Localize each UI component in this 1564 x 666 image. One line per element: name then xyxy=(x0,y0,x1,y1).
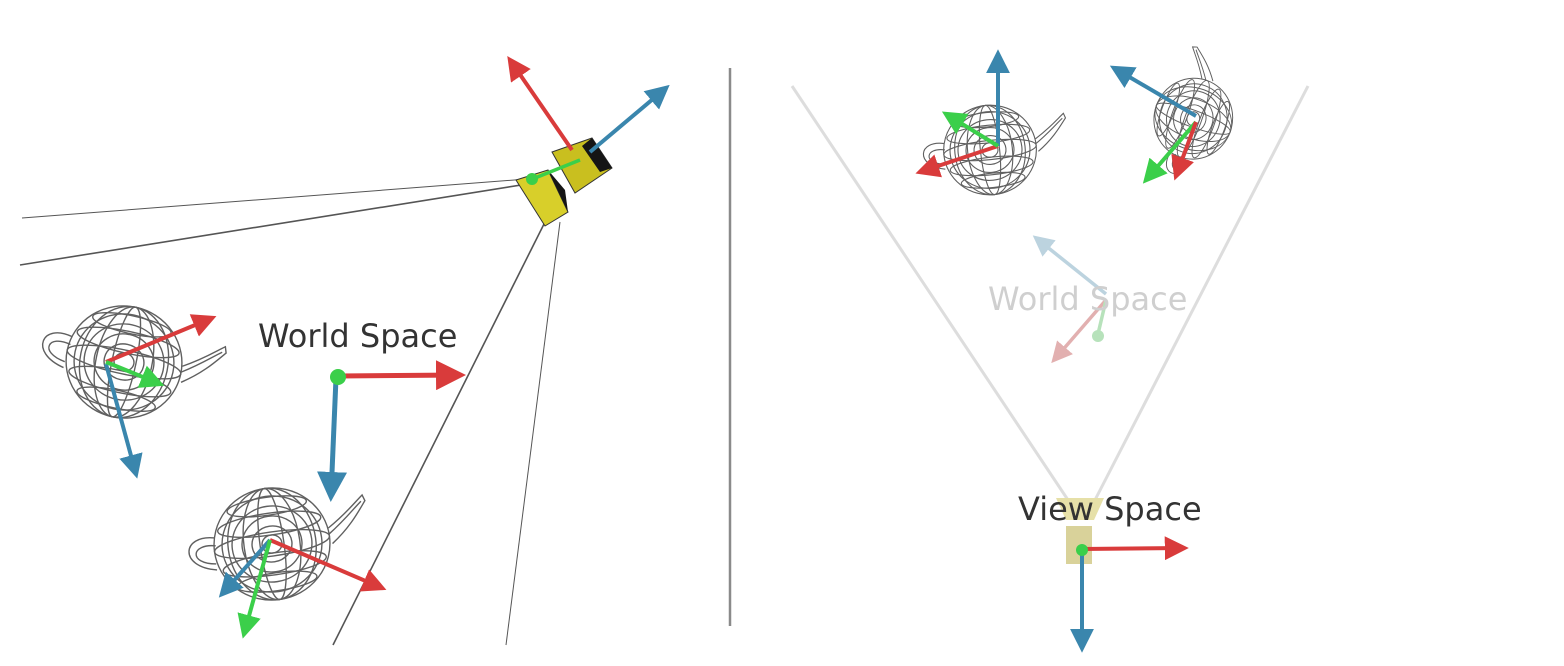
view-frustum xyxy=(790,85,1310,501)
view-space-panel: World Space View Space xyxy=(790,40,1310,653)
teapot-wireframe-4 xyxy=(1109,40,1255,188)
view-camera-icon xyxy=(1056,498,1104,564)
camera-icon xyxy=(507,56,670,227)
view-space-label: View Space xyxy=(1018,490,1202,528)
camera-frustum xyxy=(19,177,561,646)
world-space-axes-faded xyxy=(1032,235,1108,364)
world-space-panel: World Space xyxy=(19,56,670,646)
teapot-wireframe-3 xyxy=(915,49,1074,203)
teapot-wireframe-2 xyxy=(180,474,387,639)
view-space-axes xyxy=(1070,536,1189,653)
teapot-wireframe-1 xyxy=(30,289,233,479)
world-space-axes xyxy=(317,360,466,502)
world-space-label: World Space xyxy=(258,317,457,355)
world-space-label-faded: World Space xyxy=(988,280,1187,318)
